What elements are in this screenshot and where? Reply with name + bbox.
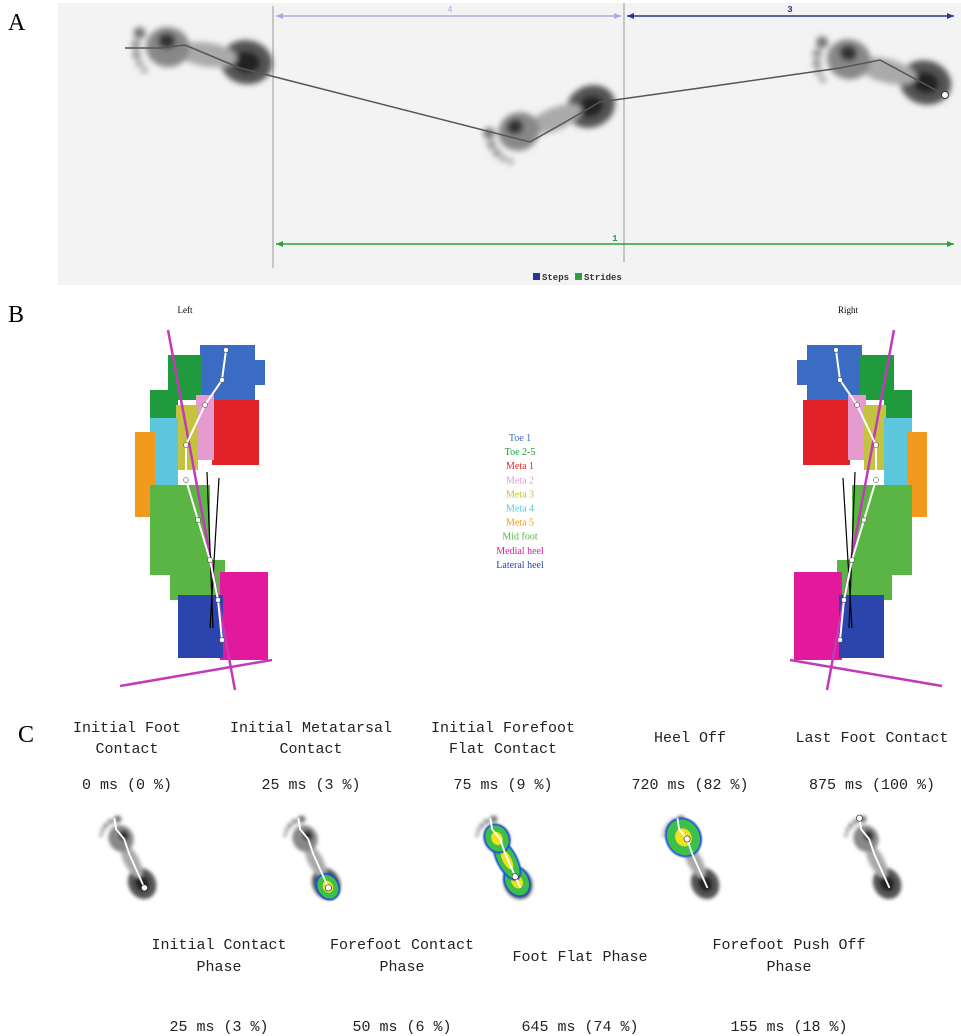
footprint-frame <box>278 812 348 906</box>
footprint-frame <box>839 811 908 905</box>
event-name: Heel Off <box>654 730 726 747</box>
region-label: Toe 2-5 <box>505 447 536 458</box>
phase-timing: 50 ms (6 %) <box>352 1019 451 1036</box>
figure: A B C 4 3 1 Steps Strides Left Right Toe … <box>0 0 961 1036</box>
event-name: Contact <box>279 741 342 758</box>
event-timing: 720 ms (82 %) <box>631 777 748 794</box>
footprint <box>839 812 908 905</box>
footprint-frame <box>470 812 539 905</box>
region-legend: Toe 1 Toe 2-5 Meta 1 Meta 2 Meta 3 Meta 4 Meta… <box>496 433 544 571</box>
event-name: Initial Metatarsal <box>230 720 392 737</box>
event-timing: 75 ms (9 %) <box>453 777 552 794</box>
phase-name: Phase <box>379 959 424 976</box>
event-name: Last Foot Contact <box>795 730 948 747</box>
gait-end <box>942 92 949 99</box>
region-label: Meta 4 <box>506 504 534 515</box>
phase-name: Forefoot Push Off <box>712 937 865 954</box>
region-label: Lateral heel <box>496 560 544 571</box>
phase-timing: 155 ms (18 %) <box>730 1019 847 1036</box>
phase-name: Phase <box>196 959 241 976</box>
legend-label: Strides <box>584 273 622 283</box>
event-name: Initial Forefoot <box>431 720 575 737</box>
region-label: Meta 5 <box>506 518 534 529</box>
body: A B C 4 3 1 Steps Strides Left Right Toe … <box>0 0 961 1036</box>
legend-label: Steps <box>542 273 569 283</box>
phase-name: Phase <box>766 959 811 976</box>
region-label: Meta 1 <box>506 461 534 472</box>
legend-swatch <box>575 273 582 280</box>
stride-label: 1 <box>612 234 618 244</box>
panel-label: C <box>18 722 34 748</box>
region-label: Toe 1 <box>509 433 531 444</box>
event-name: Initial Foot <box>73 720 181 737</box>
left-foot-map <box>120 330 272 690</box>
region-label: Meta 2 <box>506 475 534 486</box>
step-label: 4 <box>447 5 452 15</box>
region-label: Mid foot <box>502 532 538 543</box>
side-label: Left <box>178 305 193 315</box>
right-foot-map <box>790 330 942 690</box>
phase-name: Initial Contact <box>151 937 286 954</box>
event-timing: 0 ms (0 %) <box>82 777 172 794</box>
event-name: Flat Contact <box>449 741 557 758</box>
event-timing: 875 ms (100 %) <box>809 777 935 794</box>
panel-b: Left Right Toe 1 Toe 2-5 Meta 1 Meta 2 Meta … <box>120 305 942 690</box>
footprint-frame <box>657 810 731 905</box>
event-timing: 25 ms (3 %) <box>261 777 360 794</box>
step-label: 3 <box>787 5 792 15</box>
legend-swatch <box>533 273 540 280</box>
footprint <box>94 812 163 905</box>
panel-label: A <box>8 10 26 36</box>
panel-a: 4 3 1 Steps Strides <box>58 3 961 285</box>
side-label: Right <box>838 305 859 315</box>
phase-timing: 645 ms (74 %) <box>521 1019 638 1036</box>
footprint-frame <box>94 812 163 905</box>
panel-c: Initial Foot Contact 0 ms (0 %) Initial Met… <box>73 720 949 1036</box>
region-label: Medial heel <box>496 546 544 557</box>
phase-name: Foot Flat Phase <box>512 949 647 966</box>
event-name: Contact <box>95 741 158 758</box>
panel-label: B <box>8 302 24 328</box>
phase-timing: 25 ms (3 %) <box>169 1019 268 1036</box>
page: Gait figure { "panel_labels": ["A", "B",… <box>0 0 961 1036</box>
region-label: Meta 3 <box>506 489 534 500</box>
phase-name: Forefoot Contact <box>330 937 474 954</box>
